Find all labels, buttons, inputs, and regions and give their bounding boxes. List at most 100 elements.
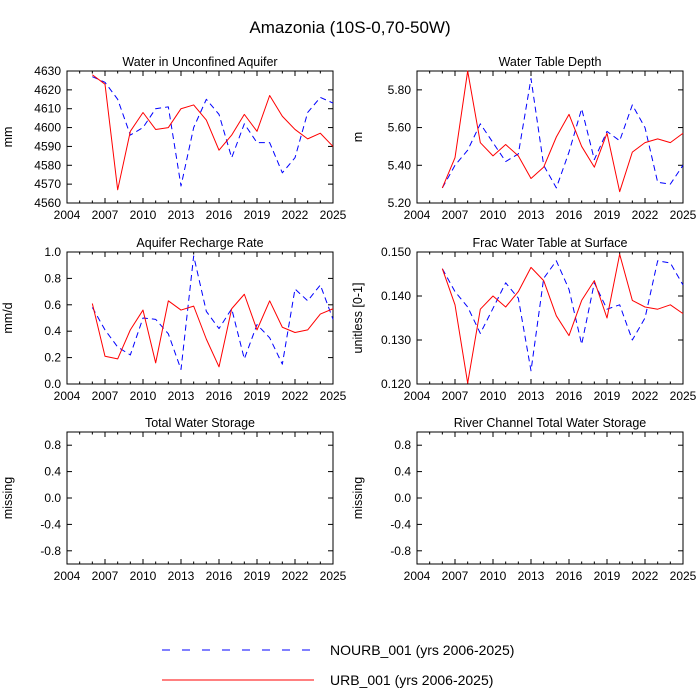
y-tick-label: 0.0 — [44, 491, 61, 505]
legend: NOURB_001 (yrs 2006-2025) URB_001 (yrs 2… — [162, 642, 514, 688]
y-axis-label: m — [351, 132, 365, 142]
x-tick-label: 2013 — [518, 569, 545, 583]
x-tick-label: 2025 — [320, 389, 347, 403]
x-tick-label: 2013 — [168, 389, 195, 403]
x-tick-label: 2013 — [518, 389, 545, 403]
y-tick-label: 0.0 — [394, 491, 411, 505]
panel-total-water-storage: Total Water Storage missing 2004 2007 2010 20… — [1, 416, 347, 583]
panel-frac-water-table: Frac Water Table at Surface unitless [0-1… — [351, 236, 697, 403]
y-tick-label: 5.20 — [388, 196, 412, 210]
y-tick-label: 0.2 — [44, 351, 61, 365]
series-line-nourb — [441, 78, 684, 189]
panel-unconfined-aquifer: Water in Unconfined Aquifer mm 2004 2007 201… — [1, 55, 347, 222]
y-tick-label: 4560 — [34, 196, 61, 210]
x-tick-label: 2010 — [480, 569, 507, 583]
x-tick-label: 2010 — [130, 569, 157, 583]
y-tick-label: 0.150 — [381, 245, 411, 259]
plot-frame — [416, 431, 684, 565]
x-tick-label: 2007 — [442, 389, 469, 403]
x-tick-label: 2019 — [594, 389, 621, 403]
y-tick-label: 4590 — [34, 139, 61, 153]
x-tick-label: 2016 — [556, 208, 583, 222]
y-tick-label: 0.8 — [44, 438, 61, 452]
y-tick-label: 4620 — [34, 83, 61, 97]
legend-label-nourb: NOURB_001 (yrs 2006-2025) — [330, 642, 514, 658]
y-tick-label: 0.0 — [44, 377, 61, 391]
x-tick-label: 2010 — [480, 389, 507, 403]
x-tick-label: 2022 — [632, 208, 659, 222]
x-tick-label: 2013 — [168, 208, 195, 222]
x-tick-label: 2016 — [556, 569, 583, 583]
plot-frame — [66, 431, 334, 565]
plot-frame — [66, 70, 334, 204]
y-tick-label: -0.8 — [390, 544, 411, 558]
x-tick-label: 2004 — [404, 569, 431, 583]
y-axis-label: mm — [1, 127, 15, 148]
x-tick-label: 2022 — [282, 569, 309, 583]
panels: Water in Unconfined Aquifer mm 2004 2007 201… — [1, 55, 697, 583]
y-tick-label: 0.8 — [394, 438, 411, 452]
y-axis-label: missing — [351, 477, 365, 519]
x-tick-label: 2013 — [518, 208, 545, 222]
series-line-nourb — [441, 260, 684, 372]
y-tick-label: -0.8 — [40, 544, 61, 558]
x-tick-label: 2004 — [54, 569, 81, 583]
x-tick-label: 2016 — [206, 389, 233, 403]
plot-frame — [66, 251, 334, 385]
panel-water-table-depth: Water Table Depth m 2004 2007 2010 2013 2016 20… — [351, 55, 697, 222]
series-line-urb — [441, 253, 684, 384]
y-tick-label: 4600 — [34, 121, 61, 135]
x-tick-label: 2010 — [480, 208, 507, 222]
x-tick-label: 2019 — [594, 208, 621, 222]
y-tick-label: 0.4 — [44, 324, 61, 338]
x-tick-label: 2019 — [244, 389, 271, 403]
panel-river-channel-storage: River Channel Total Water Storage missing… — [351, 416, 697, 583]
y-tick-label: 5.40 — [388, 158, 412, 172]
y-tick-label: 0.120 — [381, 377, 411, 391]
y-tick-label: 4580 — [34, 158, 61, 172]
x-tick-label: 2019 — [244, 208, 271, 222]
figure-title: Amazonia (10S-0,70-50W) — [249, 18, 450, 37]
x-tick-label: 2004 — [404, 208, 431, 222]
x-tick-label: 2016 — [206, 569, 233, 583]
x-tick-label: 2022 — [632, 389, 659, 403]
y-tick-label: 5.60 — [388, 121, 412, 135]
y-tick-label: 0.4 — [44, 465, 61, 479]
y-tick-label: -0.4 — [40, 517, 61, 531]
y-tick-label: 0.130 — [381, 333, 411, 347]
x-tick-label: 2010 — [130, 208, 157, 222]
x-tick-label: 2019 — [594, 569, 621, 583]
y-axis-label: unitless [0-1] — [351, 283, 365, 354]
x-tick-label: 2025 — [670, 389, 697, 403]
x-tick-label: 2004 — [404, 389, 431, 403]
x-tick-label: 2007 — [442, 208, 469, 222]
plot-frame — [416, 70, 684, 204]
x-tick-label: 2007 — [442, 569, 469, 583]
y-tick-label: 4610 — [34, 102, 61, 116]
x-tick-label: 2007 — [92, 569, 119, 583]
x-tick-label: 2013 — [168, 569, 195, 583]
panel-title: River Channel Total Water Storage — [454, 416, 647, 430]
y-tick-label: 5.80 — [388, 83, 412, 97]
legend-label-urb: URB_001 (yrs 2006-2025) — [330, 672, 493, 688]
x-tick-label: 2007 — [92, 389, 119, 403]
x-tick-label: 2022 — [282, 389, 309, 403]
x-tick-label: 2025 — [320, 569, 347, 583]
y-tick-label: 0.6 — [44, 298, 61, 312]
series-line-urb — [92, 74, 334, 191]
x-tick-label: 2022 — [632, 569, 659, 583]
series-line-nourb — [91, 255, 334, 370]
x-tick-label: 2016 — [206, 208, 233, 222]
x-tick-label: 2004 — [54, 389, 81, 403]
y-tick-label: 0.8 — [44, 271, 61, 285]
panel-title: Aquifer Recharge Rate — [136, 236, 263, 250]
y-tick-label: -0.4 — [390, 517, 411, 531]
panel-title: Water in Unconfined Aquifer — [122, 55, 277, 69]
y-tick-label: 0.140 — [381, 289, 411, 303]
x-tick-label: 2004 — [54, 208, 81, 222]
series-line-urb — [441, 70, 684, 193]
y-tick-label: 1.0 — [44, 245, 61, 259]
panel-aquifer-recharge: Aquifer Recharge Rate mm/d 2004 2007 2010 201… — [1, 236, 347, 403]
x-tick-label: 2025 — [670, 208, 697, 222]
series-line-urb — [91, 293, 334, 368]
